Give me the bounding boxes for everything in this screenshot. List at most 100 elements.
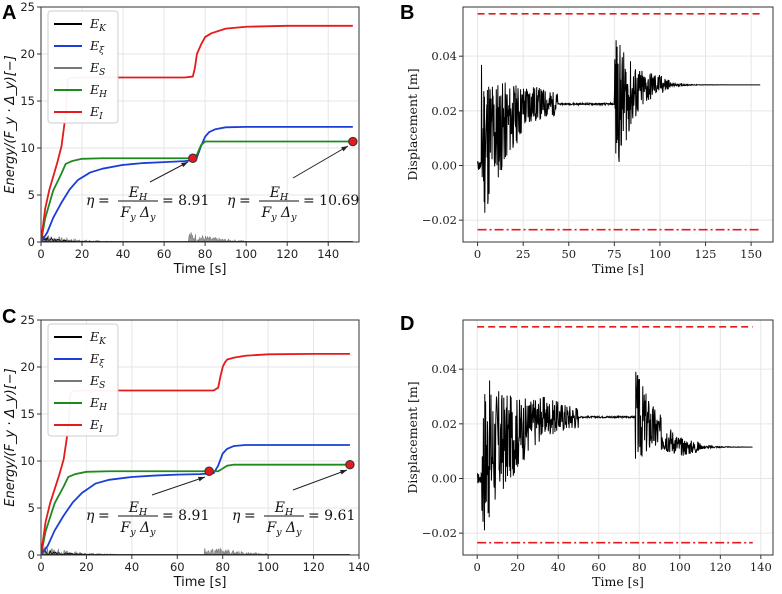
marker-point-0: [188, 153, 198, 163]
displacement-series: [477, 40, 761, 213]
series-eξ: [41, 125, 353, 242]
displacement-chart-d: 0 20 40 60 80 100 120 140 −0.02 0.00 0.02 0.04 Time …: [405, 319, 774, 589]
annotation-equals-0: =: [98, 508, 110, 524]
y-tick-label-5: 25: [20, 0, 35, 14]
x-tick-label-0: 0: [474, 247, 481, 261]
y-tick-label-3: 0.04: [431, 362, 457, 376]
legend-label-0: EK: [89, 16, 107, 34]
x-tick-label-1: 20: [79, 560, 94, 574]
y-axis-label: Displacement [m]: [405, 68, 420, 180]
y-tick-label-4: 20: [20, 360, 35, 374]
annotation-arrowhead-1: [340, 470, 347, 475]
legend-label-2: ES: [89, 60, 105, 78]
y-tick-label-0: −0.02: [422, 213, 457, 227]
axes-frame: [40, 319, 360, 556]
panel-letter-d: D: [400, 313, 414, 335]
annotation-value-1: = 9.61: [308, 508, 355, 524]
panel-letter-c: C: [2, 306, 16, 328]
x-axis-label: Time [s]: [592, 574, 644, 589]
x-tick-label-3: 60: [591, 560, 606, 574]
x-tick-label-2: 50: [561, 247, 576, 261]
panel-letter-a: A: [2, 2, 16, 24]
y-tick-label-1: 0.00: [431, 471, 457, 485]
panel-letter-b: B: [400, 2, 414, 24]
annotation-eta-0: η: [86, 193, 95, 209]
annotation-value-1: = 10.69: [303, 193, 359, 209]
annotation-equals-1: =: [244, 508, 256, 524]
annotation-denominator-0: Fy Δy: [119, 205, 156, 223]
x-tick-label-1: 20: [75, 247, 90, 261]
plot-area: [476, 326, 753, 544]
annotation-numerator-1: EH: [269, 185, 289, 203]
annotation-numerator-1: EH: [274, 500, 294, 518]
x-tick-label-6: 120: [303, 560, 325, 574]
x-tick-label-0: 0: [37, 247, 44, 261]
legend-box: [47, 323, 119, 437]
x-tick-label-1: 20: [510, 560, 525, 574]
series-eh: [41, 140, 353, 242]
x-tick-label-5: 100: [235, 247, 257, 261]
x-tick-label-2: 40: [551, 560, 566, 574]
annotation-value-0: = 8.91: [162, 508, 209, 524]
x-tick-label-4: 80: [198, 247, 213, 261]
annotation-numerator-0: EH: [128, 500, 148, 518]
y-axis-label: Energy/(F_y · Δ_y)[−]: [3, 55, 18, 193]
x-tick-label-4: 80: [632, 560, 647, 574]
y-tick-label-1: 5: [28, 188, 35, 202]
x-tick-label-3: 60: [157, 247, 172, 261]
annotation-value-0: = 8.91: [162, 193, 209, 209]
series-eh: [41, 463, 350, 555]
x-tick-label-0: 0: [37, 560, 44, 574]
annotation-arrowhead-1: [341, 146, 348, 152]
x-tick-label-2: 40: [125, 560, 140, 574]
y-tick-label-1: 5: [28, 501, 35, 515]
x-tick-label-1: 25: [516, 247, 531, 261]
annotation-eta-1: η: [227, 193, 236, 209]
x-tick-label-0: 0: [474, 560, 481, 574]
energy-chart-a: 0 20 40 60 80 100 120 140 0 5 10 15 20 25 Time [s] Ener…: [3, 0, 360, 277]
marker-point-1: [345, 459, 355, 470]
series-ei: [41, 24, 353, 242]
annotation-equals-0: =: [98, 193, 110, 209]
y-tick-label-1: 0.00: [431, 158, 457, 172]
x-tick-label-7: 140: [317, 247, 339, 261]
annotation-arrowhead-0: [181, 162, 188, 168]
legend-label-4: EI: [89, 417, 103, 435]
energy-chart-c: 0 20 40 60 80 100 120 140 0 5 10 15 20 25 Time [s] Ener…: [3, 313, 370, 590]
annotation-denominator-0: Fy Δy: [119, 520, 156, 538]
legend-label-3: EH: [89, 82, 107, 100]
plot-area: [41, 24, 353, 242]
x-tick-label-6: 120: [709, 560, 731, 574]
annotation-equals-1: =: [239, 193, 251, 209]
x-tick-label-5: 100: [669, 560, 691, 574]
legend-label-3: EH: [89, 395, 107, 413]
x-tick-label-4: 80: [215, 560, 230, 574]
y-tick-label-2: 10: [20, 141, 35, 155]
annotation-arrow-1: [292, 145, 349, 179]
x-axis-label: Time [s]: [173, 262, 227, 277]
y-tick-label-3: 0.04: [431, 49, 457, 63]
legend-box: [47, 10, 119, 124]
x-tick-label-5: 125: [695, 247, 717, 261]
legend-label-2: ES: [89, 373, 105, 391]
x-tick-label-5: 100: [257, 560, 279, 574]
x-tick-label-7: 140: [750, 560, 772, 574]
annotation-denominator-1: Fy Δy: [265, 520, 302, 538]
legend-label-0: EK: [89, 329, 107, 347]
legend-label-1: Eξ: [89, 38, 105, 56]
legend-label-1: Eξ: [89, 351, 105, 369]
plot-area: [477, 13, 761, 231]
series-eξ: [41, 444, 350, 555]
x-tick-label-4: 100: [649, 247, 671, 261]
plot-area: [41, 352, 350, 555]
y-tick-label-0: −0.02: [422, 526, 457, 540]
displacement-chart-b: 0 25 50 75 100 125 150 −0.02 0.00 0.02 0.04 Time [s…: [405, 6, 774, 276]
axes-frame: [462, 6, 774, 243]
y-tick-label-3: 15: [20, 94, 35, 108]
annotation-arrow-0: [149, 161, 189, 183]
axes-frame: [40, 6, 360, 243]
x-axis-label: Time [s]: [173, 575, 227, 590]
annotation-arrowhead-0: [198, 476, 205, 482]
displacement-series: [476, 371, 753, 531]
